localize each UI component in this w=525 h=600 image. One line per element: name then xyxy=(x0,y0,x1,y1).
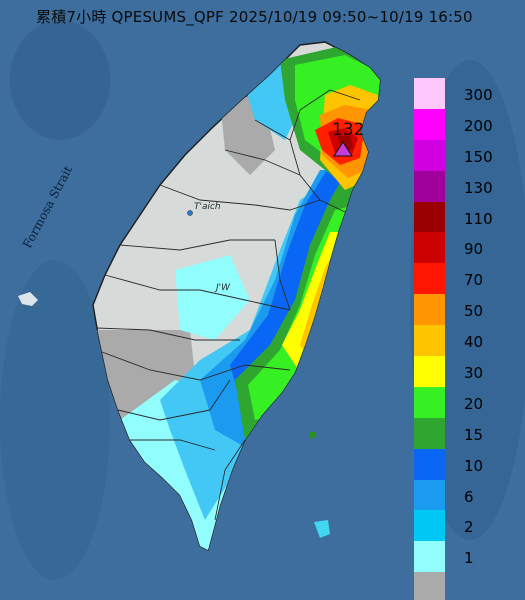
legend-item: 130 xyxy=(414,170,506,202)
legend-swatch xyxy=(414,78,445,109)
max-rainfall-marker xyxy=(333,141,353,157)
legend-item: 90 xyxy=(414,232,506,264)
rainfall-legend: 300 200 150 130 110 90 70 50 40 30 20 15 10 6 2 1 xyxy=(414,78,506,600)
legend-swatch xyxy=(414,294,445,326)
legend-label: 90 xyxy=(464,240,484,259)
legend-swatch xyxy=(414,139,445,171)
place-label-chiayi: J'W xyxy=(216,283,231,293)
legend-swatch xyxy=(414,232,445,264)
legend-item: 40 xyxy=(414,325,506,357)
legend-swatch xyxy=(414,479,445,511)
legend-label: 130 xyxy=(464,178,493,197)
legend-label: 30 xyxy=(464,364,484,383)
city-marker xyxy=(187,210,193,216)
legend-item: 2 xyxy=(414,510,506,542)
legend-label: 70 xyxy=(464,271,484,290)
legend-swatch xyxy=(414,510,445,542)
legend-swatch xyxy=(414,541,445,573)
islet xyxy=(310,432,315,438)
legend-item: 300 xyxy=(414,78,506,109)
legend-swatch xyxy=(414,448,445,480)
legend-item: 30 xyxy=(414,356,506,388)
legend-item: 150 xyxy=(414,139,506,171)
legend-label: 1 xyxy=(464,549,474,568)
legend-label: 150 xyxy=(464,147,493,166)
legend-swatch xyxy=(414,356,445,388)
legend-item: 1 xyxy=(414,541,506,573)
legend-item: 50 xyxy=(414,294,506,326)
legend-item: 20 xyxy=(414,386,506,418)
legend-label: 110 xyxy=(464,209,493,228)
place-label-taichung: T'aich xyxy=(194,202,221,212)
legend-swatch xyxy=(414,108,445,140)
legend-swatch xyxy=(414,170,445,202)
legend-swatch xyxy=(414,572,445,600)
legend-item: 70 xyxy=(414,263,506,295)
legend-item: 6 xyxy=(414,479,506,511)
legend-swatch xyxy=(414,386,445,418)
legend-label: 50 xyxy=(464,302,484,321)
legend-label: 6 xyxy=(464,487,474,506)
green-island xyxy=(314,520,330,538)
legend-item: 110 xyxy=(414,201,506,233)
legend-label: 15 xyxy=(464,425,484,444)
legend-item: 10 xyxy=(414,448,506,480)
legend-item xyxy=(414,572,506,600)
legend-swatch xyxy=(414,417,445,449)
legend-label: 40 xyxy=(464,333,484,352)
legend-swatch xyxy=(414,263,445,295)
legend-label: 300 xyxy=(464,86,493,104)
map-title: 累積7小時 QPESUMS_QPF 2025/10/19 09:50~10/19… xyxy=(36,8,473,26)
legend-item: 15 xyxy=(414,417,506,449)
legend-label: 10 xyxy=(464,456,484,475)
legend-swatch xyxy=(414,325,445,357)
rain-zone-1mm-central xyxy=(175,255,250,340)
legend-label: 200 xyxy=(464,116,493,135)
legend-item: 200 xyxy=(414,108,506,140)
county-boundaries xyxy=(96,89,361,521)
legend-swatch xyxy=(414,201,445,233)
legend-label: 2 xyxy=(464,518,474,537)
max-rainfall-value: 132 xyxy=(332,120,365,140)
legend-label: 20 xyxy=(464,394,484,413)
penghu-islands xyxy=(18,292,38,306)
